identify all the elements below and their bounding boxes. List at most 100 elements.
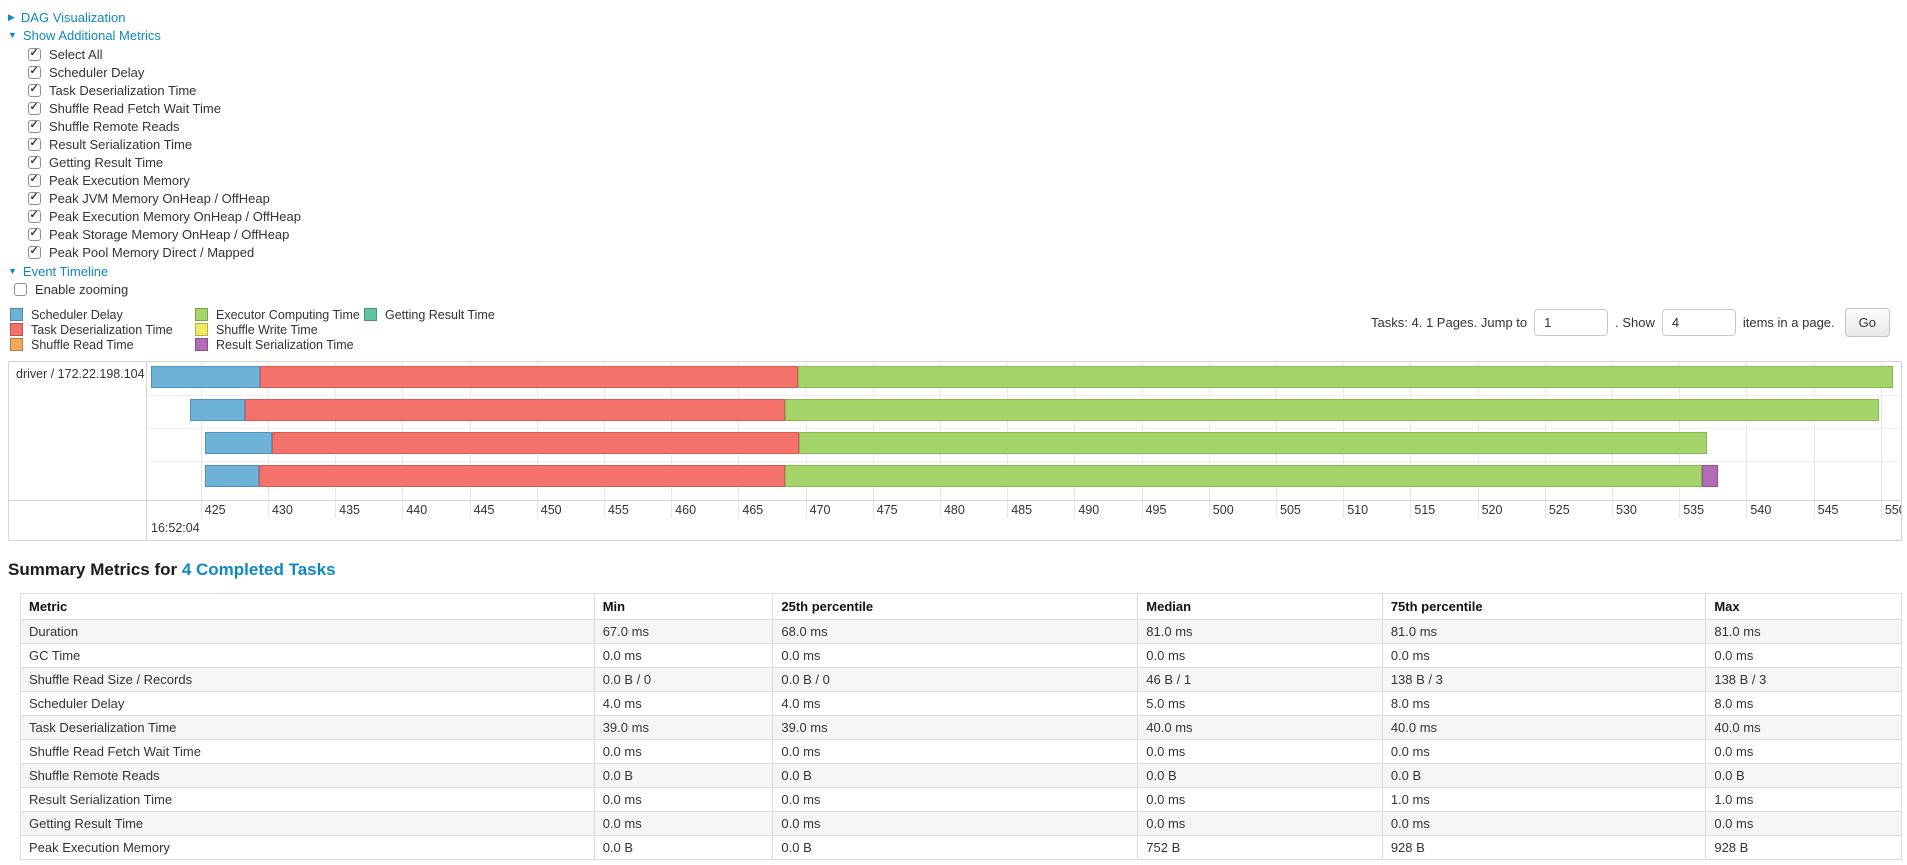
column-header-min: Min — [593, 593, 774, 620]
checkbox-peak-execution-memory[interactable] — [28, 172, 41, 187]
legend-item-shuffle-write-time: Shuffle Write Time — [195, 322, 364, 337]
task-deserialization-bar[interactable] — [259, 366, 798, 388]
show-text: . Show — [1615, 315, 1655, 330]
table-row-result-serialization-time: Result Serialization Time 0.0 ms 0.0 ms 0.0… — [20, 787, 1902, 812]
timeline-gridline — [738, 362, 740, 500]
checkbox-peak-jvm-memory-onheap-offheap[interactable] — [28, 190, 41, 205]
task-deserialization-bar[interactable] — [245, 399, 786, 421]
go-button[interactable]: Go — [1844, 308, 1890, 337]
metric-checkbox-row-peak-execution-memory[interactable]: Peak Execution Memory — [28, 171, 190, 189]
metric-checkbox-label: Task Deserialization Time — [49, 82, 197, 98]
scheduler-delay-bar[interactable] — [190, 399, 246, 421]
executor-computing-bar[interactable] — [785, 465, 1703, 487]
timeline-gridline — [1544, 362, 1546, 500]
metric-value-cell: 0.0 B — [772, 835, 1139, 860]
show-additional-metrics-toggle[interactable]: ▼ Show Additional Metrics — [8, 26, 161, 44]
metric-checkbox-label: Result Serialization Time — [49, 136, 193, 152]
scheduler-delay-bar[interactable] — [204, 432, 272, 454]
axis-tick-label: 540 — [1750, 503, 1772, 517]
metric-value-cell: 67.0 ms — [593, 619, 774, 644]
timeline-row-separator — [147, 461, 1901, 462]
metric-checkbox-row-peak-jvm-memory-onheap-offheap[interactable]: Peak JVM Memory OnHeap / OffHeap — [28, 189, 270, 207]
checkbox-peak-execution-memory-onheap-offheap[interactable] — [28, 208, 41, 223]
axis-tick-mark — [536, 501, 538, 518]
checkbox-result-serialization-time[interactable] — [28, 136, 41, 151]
metric-checkbox-row-shuffle-read-fetch-wait-time[interactable]: Shuffle Read Fetch Wait Time — [28, 99, 221, 117]
enable-zooming-checkbox[interactable] — [14, 282, 27, 296]
metric-checkbox-row-result-serialization-time[interactable]: Result Serialization Time — [28, 135, 192, 153]
checkbox-shuffle-read-fetch-wait-time[interactable] — [28, 100, 41, 115]
executor-computing-time-swatch-icon — [195, 308, 208, 321]
executor-computing-bar[interactable] — [785, 399, 1880, 421]
executor-computing-bar[interactable] — [798, 432, 1708, 454]
metric-checkbox-row-select-all[interactable]: Select All — [28, 45, 102, 63]
items-per-page-input[interactable] — [1661, 309, 1736, 336]
axis-tick-mark — [738, 501, 740, 518]
checkbox-select-all[interactable] — [28, 46, 41, 61]
show-additional-metrics-label: Show Additional Metrics — [22, 27, 161, 43]
timeline-gridline — [1813, 362, 1815, 500]
result-serialization-bar[interactable] — [1702, 465, 1719, 487]
task-deserialization-bar[interactable] — [271, 432, 799, 454]
axis-tick-mark — [1746, 501, 1748, 518]
axis-tick-label: 480 — [943, 503, 965, 517]
metric-checkbox-row-peak-execution-memory-onheap-offheap[interactable]: Peak Execution Memory OnHeap / OffHeap — [28, 207, 301, 225]
jump-to-page-input[interactable] — [1534, 309, 1609, 336]
metric-checkbox-label: Shuffle Remote Reads — [49, 118, 180, 134]
axis-tick-label: 440 — [406, 503, 428, 517]
axis-tick-mark — [805, 501, 807, 518]
metric-checkbox-label: Peak Pool Memory Direct / Mapped — [49, 244, 255, 260]
dag-visualization-toggle[interactable]: ▶ DAG Visualization — [8, 8, 125, 26]
checkbox-peak-storage-memory-onheap-offheap[interactable] — [28, 226, 41, 241]
scheduler-delay-bar[interactable] — [151, 366, 260, 388]
checkbox-getting-result-time[interactable] — [28, 154, 41, 169]
executor-computing-bar[interactable] — [797, 366, 1893, 388]
timeline-gridline — [469, 362, 471, 500]
metric-checkbox-row-task-deserialization-time[interactable]: Task Deserialization Time — [28, 81, 196, 99]
axis-tick-label: 450 — [540, 503, 562, 517]
metric-value-cell: 0.0 ms — [772, 739, 1139, 764]
metric-value-cell: 0.0 B — [772, 763, 1139, 788]
metric-checkbox-row-peak-storage-memory-onheap-offheap[interactable]: Peak Storage Memory OnHeap / OffHeap — [28, 225, 289, 243]
event-timeline-toggle[interactable]: ▼ Event Timeline — [8, 262, 108, 280]
metric-checkbox-row-getting-result-time[interactable]: Getting Result Time — [28, 153, 163, 171]
metric-checkbox-row-shuffle-remote-reads[interactable]: Shuffle Remote Reads — [28, 117, 180, 135]
metric-value-cell: 4.0 ms — [593, 691, 774, 716]
metric-value-cell: 0.0 B — [1381, 763, 1707, 788]
checkbox-task-deserialization-time[interactable] — [28, 82, 41, 97]
getting-result-time-swatch-icon — [364, 308, 377, 321]
metric-value-cell: 0.0 ms — [593, 739, 774, 764]
metric-value-cell: 0.0 B / 0 — [772, 667, 1139, 692]
checkbox-peak-pool-memory-direct-mapped[interactable] — [28, 244, 41, 259]
metric-value-cell: 0.0 ms — [772, 643, 1139, 668]
metric-checkbox-label: Peak Execution Memory OnHeap / OffHeap — [49, 208, 301, 224]
axis-tick-label: 545 — [1817, 503, 1839, 517]
metric-name-cell: Getting Result Time — [20, 811, 595, 836]
axis-tick-mark — [1208, 501, 1210, 518]
metric-value-cell: 0.0 ms — [593, 643, 774, 668]
metric-checkbox-row-peak-pool-memory-direct-mapped[interactable]: Peak Pool Memory Direct / Mapped — [28, 243, 254, 261]
summary-heading-prefix: Summary Metrics for — [8, 560, 182, 579]
axis-tick-label: 530 — [1616, 503, 1637, 517]
table-body: Duration 67.0 ms 68.0 ms 81.0 ms 81.0 ms 81.0… — [20, 619, 1902, 860]
timeline-plot-area[interactable] — [147, 362, 1901, 500]
timeline-gridline — [1410, 362, 1412, 500]
axis-tick-mark — [1544, 501, 1546, 518]
metric-value-cell: 0.0 ms — [1705, 811, 1902, 836]
timeline-row-separator — [147, 428, 1901, 429]
metric-checkbox-row-scheduler-delay[interactable]: Scheduler Delay — [28, 63, 144, 81]
timeline-gridline — [1880, 362, 1882, 500]
metric-value-cell: 4.0 ms — [772, 691, 1139, 716]
metric-checkbox-label: Shuffle Read Fetch Wait Time — [49, 100, 221, 116]
axis-tick-mark — [469, 501, 471, 518]
task-deserialization-bar[interactable] — [258, 465, 786, 487]
checkbox-shuffle-remote-reads[interactable] — [28, 118, 41, 133]
chevron-right-icon: ▶ — [8, 11, 15, 22]
scheduler-delay-bar[interactable] — [204, 465, 259, 487]
axis-tick-mark — [671, 501, 673, 518]
timeline-legend: Scheduler Delay Task Deserialization Time… — [10, 307, 1907, 352]
enable-zooming-row[interactable]: Enable zooming — [14, 280, 128, 298]
legend-item-task-deserialization-time: Task Deserialization Time — [10, 322, 195, 337]
checkbox-scheduler-delay[interactable] — [28, 64, 41, 79]
axis-tick-label: 510 — [1347, 503, 1369, 517]
